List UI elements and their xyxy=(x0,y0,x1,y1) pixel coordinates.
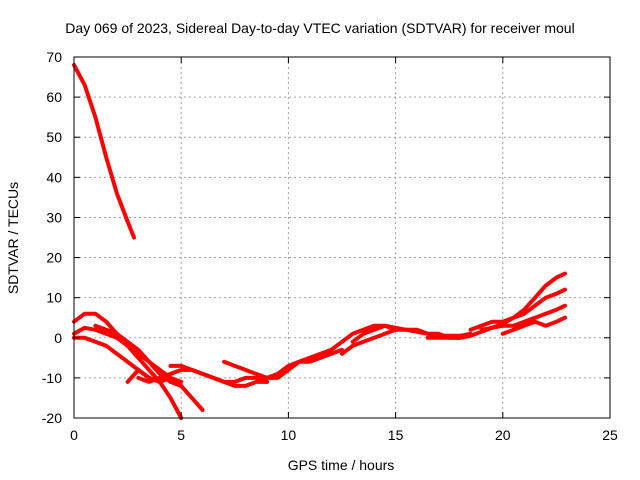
x-tick-label: 15 xyxy=(388,427,404,443)
y-tick-label: -20 xyxy=(42,410,62,426)
y-tick-label: 70 xyxy=(46,49,62,65)
series-line-arc-16 xyxy=(479,303,567,332)
grid xyxy=(74,57,610,418)
series-line-arc-9 xyxy=(222,347,334,380)
series-line-arc-13 xyxy=(350,323,398,344)
y-tick-label: 60 xyxy=(46,89,62,105)
series-line-arc-15 xyxy=(468,287,567,332)
x-axis-label: GPS time / hours xyxy=(288,457,395,473)
series-line-arc-8 xyxy=(168,363,269,388)
y-axis-label: SDTVAR / TECUs xyxy=(5,182,21,294)
y-tick-label: 30 xyxy=(46,209,62,225)
chart-title: Day 069 of 2023, Sidereal Day-to-day VTE… xyxy=(65,20,574,36)
series-line-arc-12 xyxy=(340,327,462,356)
y-tick-label: 50 xyxy=(46,129,62,145)
y-tick-label: 40 xyxy=(46,169,62,185)
x-tick-label: 0 xyxy=(70,427,78,443)
y-tick-label: -10 xyxy=(42,370,62,386)
series-line-arc-10 xyxy=(265,347,344,380)
plot-frame xyxy=(73,56,611,419)
x-tick-label: 5 xyxy=(177,427,185,443)
y-tick-label: 0 xyxy=(54,330,62,346)
y-tick-label: 10 xyxy=(46,290,62,306)
ticks: 0 5 10 15 20 25 -20 -10 0 10 20 30 40 50 60 70 xyxy=(42,49,618,443)
x-tick-label: 25 xyxy=(602,427,618,443)
series-line-arc-1 xyxy=(72,63,136,240)
series-line-arc-17 xyxy=(500,315,567,336)
x-tick-label: 10 xyxy=(281,427,297,443)
x-tick-label: 20 xyxy=(495,427,511,443)
y-tick-label: 20 xyxy=(46,250,62,266)
series-group xyxy=(72,63,567,420)
